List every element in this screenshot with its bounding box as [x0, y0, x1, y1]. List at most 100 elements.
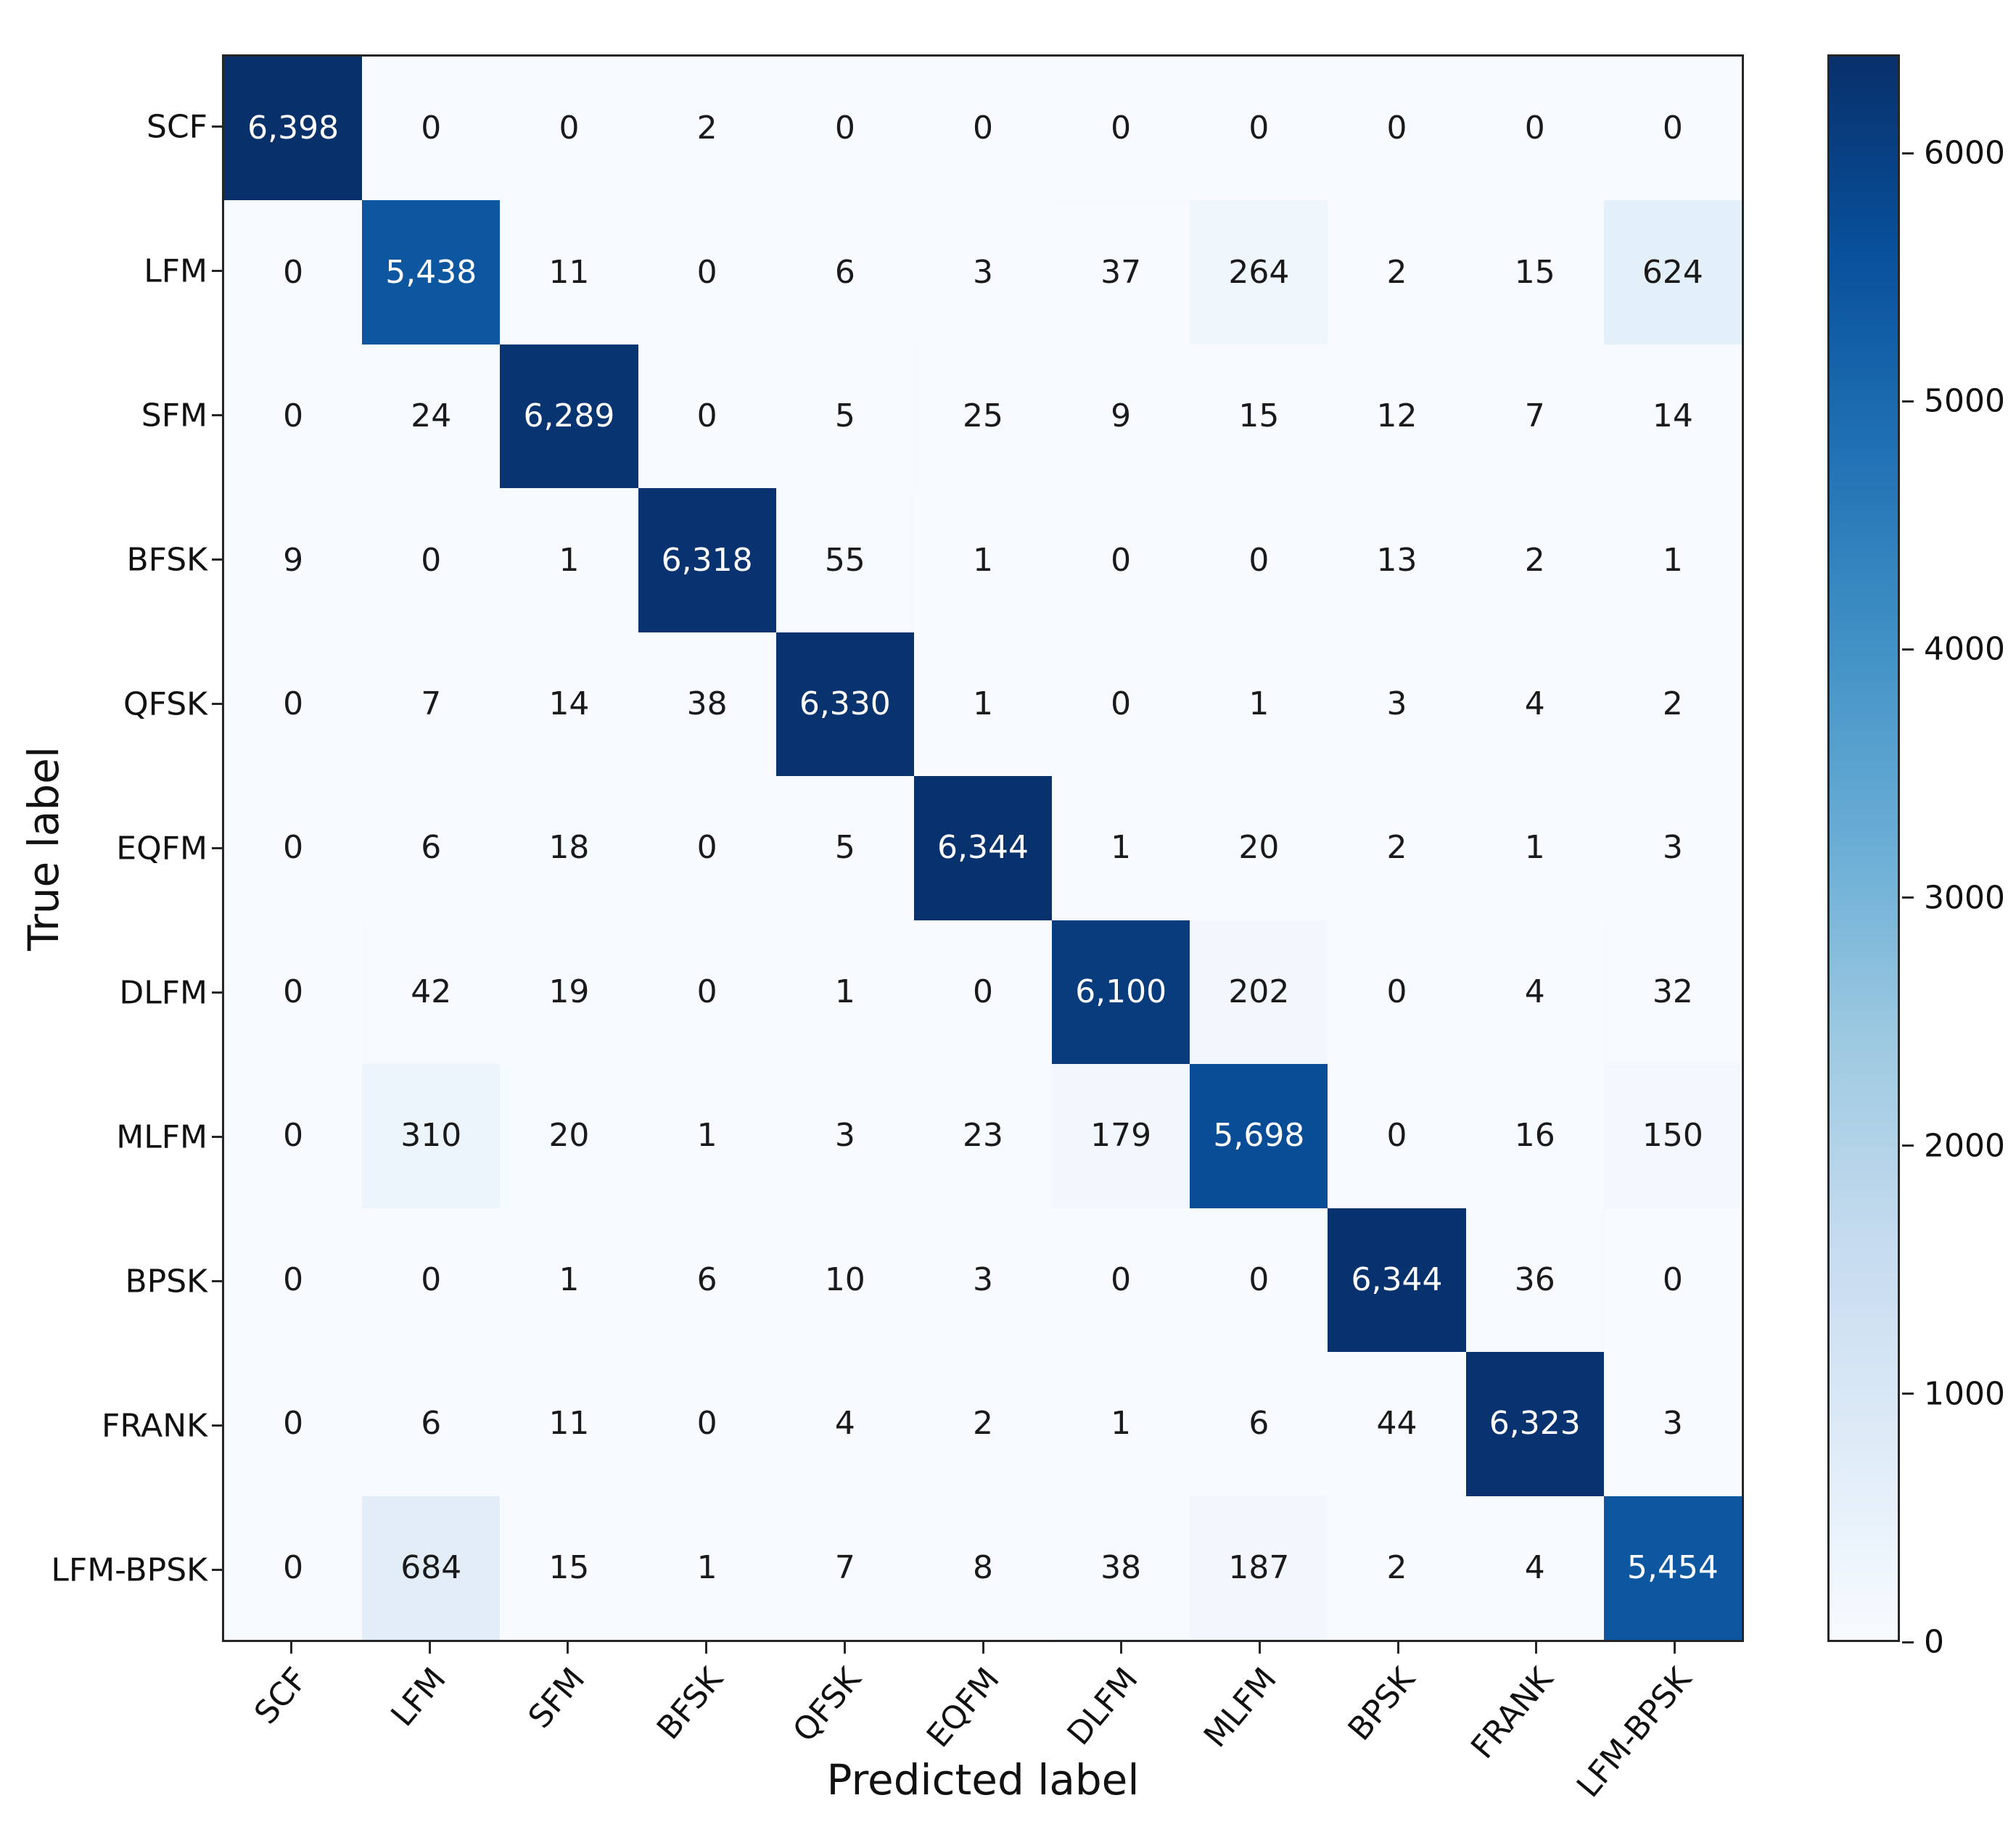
matrix-cell: 1: [1052, 1352, 1190, 1496]
matrix-cell: 0: [224, 1064, 363, 1208]
matrix-cell: 10: [775, 1208, 914, 1353]
x-tick-mark: [705, 1642, 708, 1654]
matrix-cell: 6,344: [1328, 1208, 1466, 1353]
y-tick-label: BFSK: [126, 541, 207, 578]
matrix-cell: 6: [362, 1352, 501, 1496]
matrix-cell: 0: [1190, 57, 1328, 201]
matrix-cell: 16: [1465, 1064, 1604, 1208]
matrix-cell: 0: [362, 1208, 501, 1353]
matrix-cell: 12: [1328, 344, 1466, 489]
matrix-cell: 0: [1328, 920, 1466, 1065]
matrix-cell: 0: [1465, 57, 1604, 201]
matrix-cell: 1: [1465, 776, 1604, 920]
matrix-cell: 14: [500, 632, 638, 777]
matrix-cell: 11: [500, 200, 638, 345]
matrix-cell: 8: [913, 1496, 1053, 1640]
matrix-cell: 0: [1052, 57, 1190, 201]
x-tick-label: SFM: [521, 1661, 592, 1736]
y-tick-mark: [212, 270, 222, 272]
colorbar-tick-label: 5000: [1924, 382, 2005, 420]
matrix-cell: 202: [1190, 920, 1328, 1065]
matrix-cell: 0: [500, 57, 638, 201]
colorbar-tick-label: 3000: [1924, 879, 2005, 917]
y-tick-mark: [212, 703, 222, 705]
matrix-cell: 7: [775, 1496, 914, 1640]
matrix-cell: 1: [913, 488, 1053, 632]
matrix-cell: 1: [638, 1496, 776, 1640]
matrix-cell: 4: [1465, 1496, 1604, 1640]
matrix-cell: 36: [1465, 1208, 1604, 1353]
x-tick-mark: [1258, 1642, 1261, 1654]
matrix-cell: 20: [1190, 776, 1328, 920]
y-tick-label: LFM: [144, 252, 207, 289]
matrix-cell: 13: [1328, 488, 1466, 632]
matrix-cell: 0: [1052, 488, 1190, 632]
matrix-cell: 2: [1328, 200, 1466, 345]
matrix-cell: 32: [1603, 920, 1742, 1065]
x-tick-mark: [1535, 1642, 1538, 1654]
x-tick-label: DLFM: [1060, 1661, 1145, 1752]
matrix-cell: 5,454: [1603, 1496, 1742, 1640]
matrix-cell: 1: [638, 1064, 776, 1208]
matrix-cell: 6: [775, 200, 914, 345]
y-tick-mark: [212, 1136, 222, 1138]
matrix-cell: 0: [638, 920, 776, 1065]
x-tick-label: EQFM: [920, 1661, 1008, 1755]
matrix-cell: 0: [1190, 488, 1328, 632]
y-tick-label: LFM-BPSK: [51, 1551, 207, 1588]
matrix-cell: 55: [775, 488, 914, 632]
y-tick-label: SCF: [147, 108, 207, 145]
matrix-cell: 0: [775, 57, 914, 201]
matrix-cell: 2: [1328, 776, 1466, 920]
colorbar-tick-label: 6000: [1924, 134, 2005, 172]
colorbar-tick-mark: [1902, 400, 1914, 403]
matrix-cell: 6,330: [775, 632, 914, 777]
matrix-cell: 6,318: [638, 488, 776, 632]
matrix-cell: 7: [1465, 344, 1604, 489]
matrix-cell: 2: [1603, 632, 1742, 777]
matrix-cell: 0: [638, 344, 776, 489]
y-tick-mark: [212, 1280, 222, 1282]
colorbar-tick-mark: [1902, 896, 1914, 899]
matrix-cell: 0: [224, 1208, 363, 1353]
matrix-cell: 2: [913, 1352, 1053, 1496]
matrix-cell: 0: [913, 57, 1053, 201]
colorbar-tick-mark: [1902, 1641, 1914, 1643]
matrix-cell: 1: [913, 632, 1053, 777]
matrix-cell: 6,344: [913, 776, 1053, 920]
colorbar-tick-mark: [1902, 648, 1914, 651]
colorbar-tick-mark: [1902, 1393, 1914, 1395]
colorbar-tick-label: 2000: [1924, 1127, 2005, 1165]
x-tick-mark: [1120, 1642, 1123, 1654]
matrix-cell: 3: [913, 1208, 1053, 1353]
matrix-cell: 0: [1052, 1208, 1190, 1353]
matrix-cell: 9: [1052, 344, 1190, 489]
matrix-cell: 1: [1190, 632, 1328, 777]
matrix-cell: 4: [775, 1352, 914, 1496]
matrix-cell: 684: [362, 1496, 501, 1640]
matrix-cell: 19: [500, 920, 638, 1065]
matrix-cell: 2: [638, 57, 776, 201]
matrix-cell: 25: [913, 344, 1053, 489]
matrix-cell: 3: [1328, 632, 1466, 777]
matrix-cell: 20: [500, 1064, 638, 1208]
x-tick-label: BFSK: [649, 1661, 731, 1747]
matrix-cell: 0: [1603, 1208, 1742, 1353]
matrix-cell: 4: [1465, 920, 1604, 1065]
matrix-cell: 1: [1603, 488, 1742, 632]
matrix-cell: 15: [1465, 200, 1604, 345]
x-tick-mark: [1396, 1642, 1399, 1654]
matrix-cell: 0: [224, 776, 363, 920]
matrix-cell: 0: [1328, 57, 1466, 201]
y-tick-label: EQFM: [116, 830, 207, 867]
matrix-cell: 1: [500, 1208, 638, 1353]
matrix-cell: 38: [638, 632, 776, 777]
matrix-cell: 5: [775, 776, 914, 920]
matrix-cell: 0: [638, 776, 776, 920]
matrix-cell: 0: [224, 200, 363, 345]
y-tick-mark: [212, 991, 222, 994]
matrix-cell: 0: [1190, 1208, 1328, 1353]
matrix-cell: 42: [362, 920, 501, 1065]
x-tick-label: LFM: [384, 1661, 454, 1734]
colorbar-tick-mark: [1902, 1144, 1914, 1147]
